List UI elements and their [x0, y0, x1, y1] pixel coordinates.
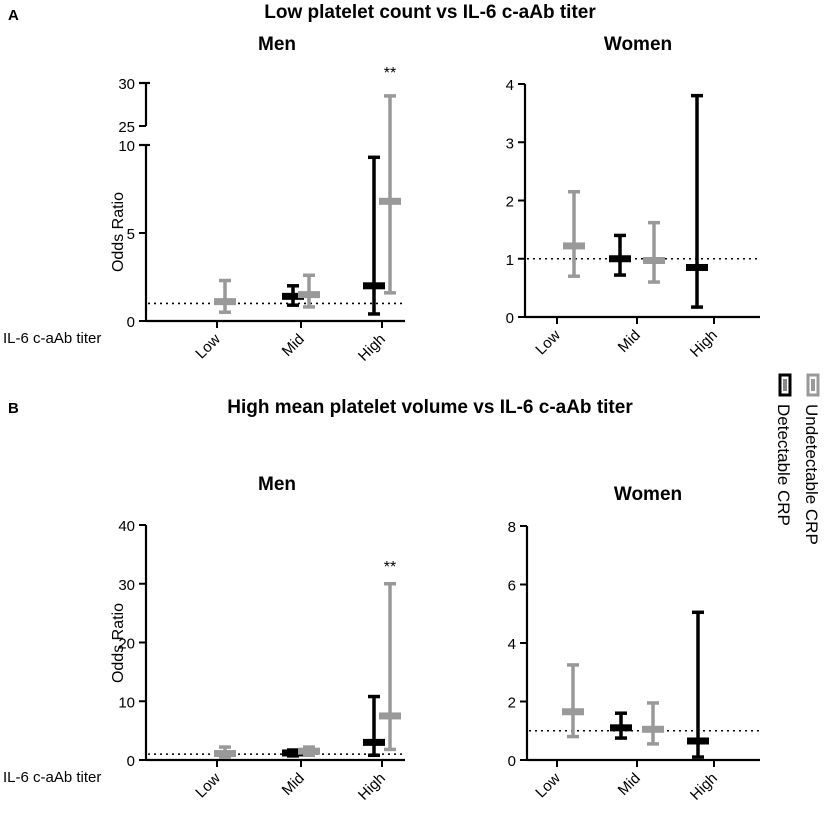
error-bar-undetectable-crp-low	[562, 663, 584, 739]
y-tick-label: 2	[506, 194, 514, 211]
chart-3: Women 0 2 4 6 8 Low Mid High	[508, 484, 760, 804]
x-tick-label: High	[687, 770, 721, 804]
y-tick-label: 3	[506, 135, 514, 152]
error-bar-undetectable-crp-low	[563, 190, 585, 278]
odds-ratio-marker	[379, 712, 401, 720]
legend-swatch-1	[806, 373, 820, 397]
y-tick-label: 30	[118, 577, 135, 594]
odds-ratio-marker	[642, 725, 664, 733]
x-tick-label: Mid	[279, 331, 308, 360]
y-tick-label: 10	[118, 138, 135, 155]
y-tick-label: 4	[508, 636, 516, 653]
y-tick-label: 30	[118, 76, 135, 93]
odds-ratio-marker	[563, 242, 585, 250]
odds-ratio-marker	[379, 197, 401, 205]
y-axis-label: Odds Ratio	[110, 192, 127, 272]
odds-ratio-marker	[609, 255, 631, 263]
legend-swatch-fill	[783, 379, 787, 391]
y-tick-label: 25	[118, 119, 135, 136]
x-tick-label: Mid	[279, 770, 308, 799]
odds-ratio-marker	[363, 738, 385, 746]
subplot-title: Women	[604, 34, 672, 55]
odds-ratio-marker	[282, 292, 304, 300]
odds-ratio-marker	[687, 737, 709, 745]
error-bar-undetectable-crp-high	[379, 94, 401, 295]
legend-label-1: Undetectable CRP	[802, 404, 821, 545]
error-bar-undetectable-crp-high	[379, 582, 401, 752]
error-bar-detectable-crp-high	[687, 610, 709, 759]
significance-marker: **	[384, 65, 396, 82]
odds-ratio-marker	[610, 724, 632, 732]
odds-ratio-marker	[643, 256, 665, 264]
x-tick-label: Mid	[615, 770, 644, 799]
x-tick-label: High	[687, 327, 721, 361]
y-tick-label: 20	[118, 636, 135, 653]
x-tick-label: High	[355, 331, 389, 365]
y-tick-label: 2	[508, 695, 516, 712]
odds-ratio-marker	[363, 282, 385, 290]
odds-ratio-marker	[298, 747, 320, 755]
y-tick-label: 0	[127, 753, 135, 770]
x-tick-label: Low	[192, 770, 224, 802]
x-tick-label: High	[355, 770, 389, 804]
panel-letter-a: A	[8, 7, 19, 24]
error-bar-detectable-crp-mid	[610, 711, 632, 740]
panel-letter-b: B	[8, 400, 19, 417]
panel-title-a: Low platelet count vs IL-6 c-aAb titer	[264, 2, 596, 23]
chart-1: Women 0 1 2 3 4 Low Mid High	[506, 34, 760, 361]
chart-0: Men 0 5 10 25 30 Low Mid High Odds Ratio IL-6 c-aA…	[3, 34, 405, 365]
subplot-title: Men	[258, 34, 296, 55]
subplot-title: Men	[258, 474, 296, 495]
y-tick-label: 40	[118, 518, 135, 535]
error-bar-detectable-crp-high	[363, 155, 385, 316]
x-axis-label: IL-6 c-aAb titer	[3, 769, 101, 786]
error-bar-undetectable-crp-mid	[298, 745, 320, 758]
panel-title-b: High mean platelet volume vs IL-6 c-aAb …	[227, 397, 633, 418]
x-tick-label: Mid	[615, 327, 644, 356]
y-axis-label: Odds Ratio	[110, 603, 127, 683]
error-bar-undetectable-crp-mid	[298, 273, 320, 309]
y-tick-label: 4	[506, 77, 514, 94]
error-bar-detectable-crp-mid	[609, 233, 631, 277]
error-bar-undetectable-crp-mid	[642, 701, 664, 746]
error-bar-detectable-crp-high	[363, 694, 385, 758]
odds-ratio-marker	[686, 263, 708, 271]
y-tick-label: 5	[127, 226, 135, 243]
significance-marker: **	[384, 559, 396, 576]
error-bar-detectable-crp-mid	[282, 284, 304, 307]
x-axis-label: IL-6 c-aAb titer	[3, 330, 101, 347]
y-tick-label: 0	[506, 310, 514, 327]
odds-ratio-marker	[282, 749, 304, 757]
y-tick-label: 0	[508, 753, 516, 770]
odds-ratio-marker	[214, 298, 236, 306]
error-bar-detectable-crp-high	[686, 93, 708, 309]
error-bar-undetectable-crp-low	[214, 278, 236, 314]
odds-ratio-marker	[298, 291, 320, 299]
y-tick-label: 0	[127, 314, 135, 331]
error-bar-detectable-crp-mid	[282, 748, 304, 758]
x-tick-label: Low	[192, 331, 224, 363]
legend-label-0: Detectable CRP	[774, 404, 793, 526]
x-tick-label: Low	[532, 327, 564, 359]
y-tick-label: 1	[506, 252, 514, 269]
y-tick-label: 6	[508, 578, 516, 595]
error-bar-undetectable-crp-low	[214, 745, 236, 759]
y-tick-label: 10	[118, 694, 135, 711]
error-bar-undetectable-crp-mid	[643, 220, 665, 284]
subplot-title: Women	[614, 484, 682, 505]
y-tick-label: 8	[508, 519, 516, 536]
legend-swatch-fill	[811, 379, 815, 391]
legend: Detectable CRP Undetectable CRP	[774, 373, 821, 545]
x-tick-label: Low	[532, 770, 564, 802]
odds-ratio-marker	[214, 750, 236, 758]
legend-swatch-0	[778, 373, 792, 397]
chart-2: Men 0 10 20 30 40 Low Mid High Odds Ratio IL-6 c-a…	[3, 474, 405, 804]
odds-ratio-marker	[562, 708, 584, 716]
